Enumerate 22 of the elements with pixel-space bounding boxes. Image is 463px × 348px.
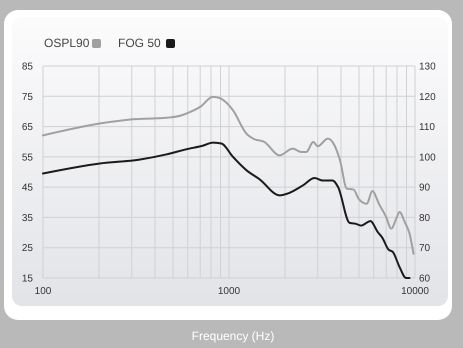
- y2-tick-label: 70: [419, 243, 431, 254]
- y-tick-label: 45: [22, 182, 34, 194]
- y-tick-label: 15: [22, 274, 34, 284]
- y2-tick-label: 90: [419, 182, 431, 194]
- y2-tick-label: 120: [419, 92, 436, 103]
- y2-tick-label: 60: [419, 274, 431, 284]
- y-tick-label: 85: [22, 62, 34, 72]
- x-tick-label: 100: [34, 286, 52, 297]
- y-tick-label: 25: [22, 243, 34, 254]
- y-tick-label: 65: [22, 122, 34, 134]
- x-tick-label: 10000: [401, 286, 430, 297]
- y-tick-label: 75: [22, 92, 34, 103]
- y2-tick-label: 100: [419, 152, 436, 164]
- legend-label: OSPL90: [44, 36, 90, 50]
- y-tick-label: 35: [22, 212, 34, 224]
- y2-tick-label: 80: [419, 212, 431, 224]
- x-axis-title: Frequency (Hz): [192, 329, 274, 343]
- legend-label: FOG 50: [118, 36, 162, 50]
- y2-tick-label: 130: [419, 62, 436, 72]
- x-tick-label: 1000: [218, 286, 241, 297]
- y-tick-label: 55: [22, 152, 34, 164]
- y2-tick-label: 110: [419, 122, 436, 134]
